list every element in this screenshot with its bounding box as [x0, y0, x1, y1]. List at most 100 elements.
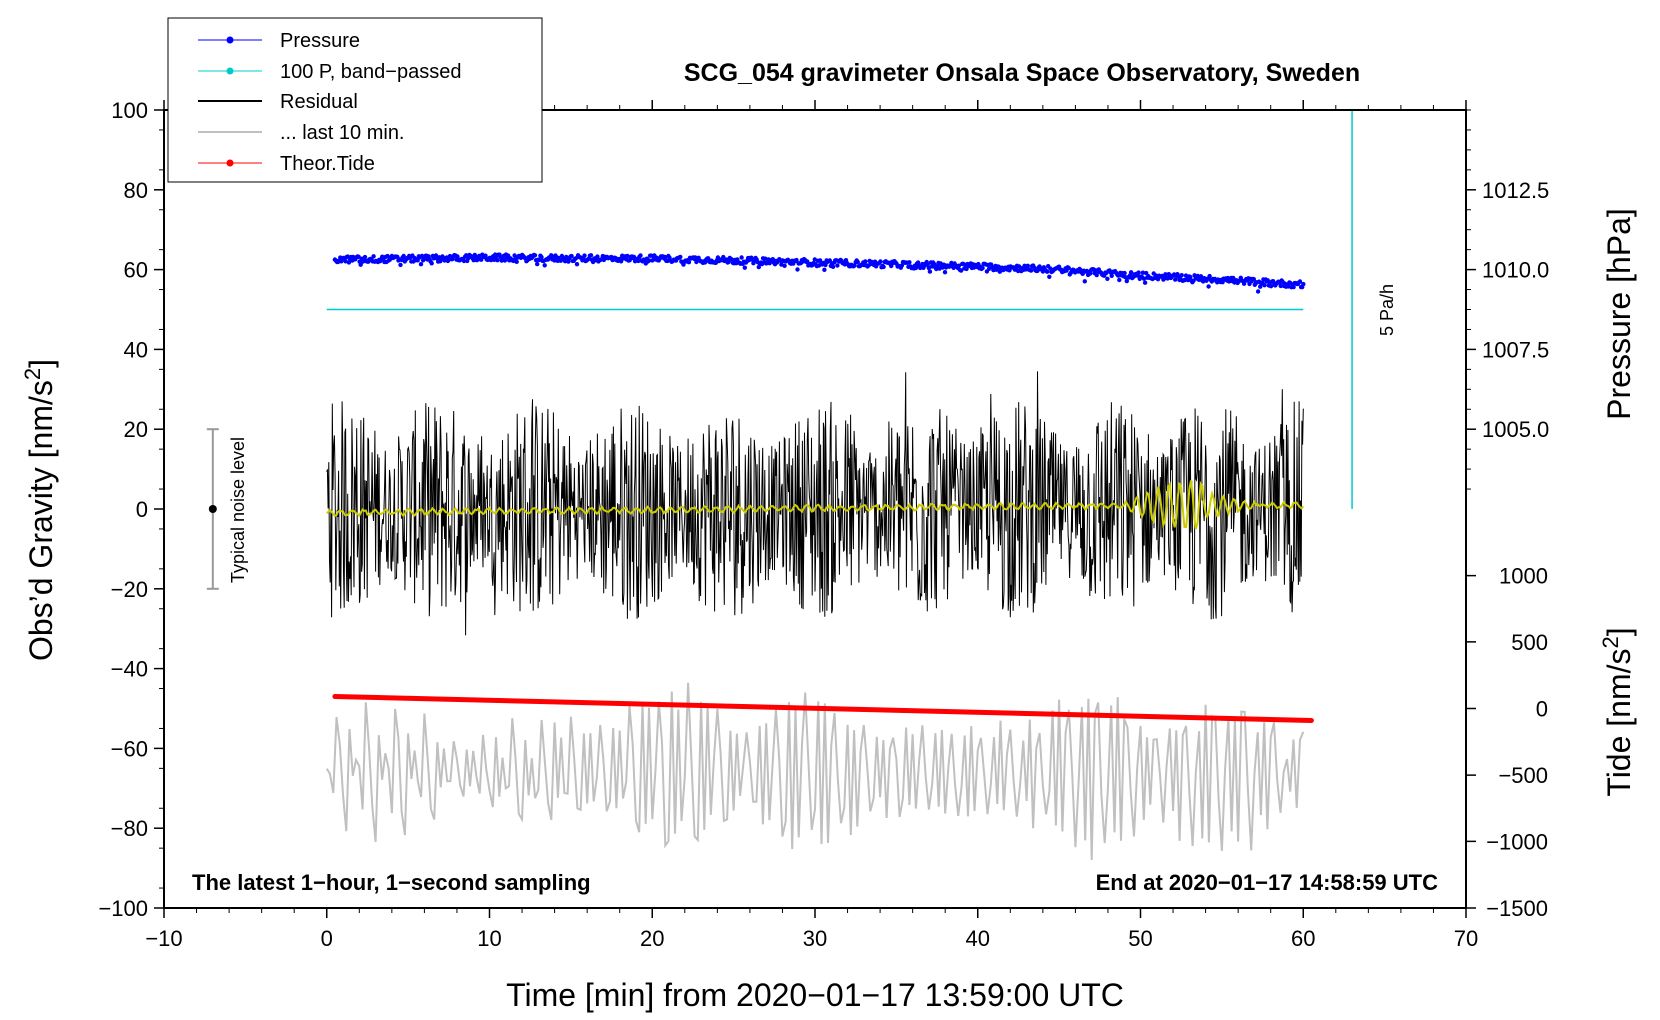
pressure-point	[1117, 277, 1122, 283]
pressure-tick-label: 1012.5	[1482, 178, 1549, 203]
legend-entry-last-10-min: ... last 10 min.	[198, 122, 405, 144]
pressure-point	[1047, 274, 1052, 279]
pressure-point	[1066, 265, 1071, 271]
y-tick-label: −60	[111, 736, 148, 761]
y-tick-label: 80	[124, 178, 148, 203]
pressure-point	[552, 258, 557, 263]
pressure-point	[863, 259, 868, 264]
svg-text:Residual: Residual	[280, 91, 358, 113]
pressure-point	[627, 258, 632, 263]
pressure-point	[588, 253, 594, 258]
pressure-point	[343, 259, 348, 264]
tide-tick-label: −1500	[1486, 896, 1548, 921]
pressure-point	[495, 258, 500, 263]
tide-tick-label: 500	[1511, 630, 1548, 655]
pressure-point	[418, 262, 424, 267]
pressure-point	[927, 269, 933, 274]
pressure-point	[881, 264, 886, 270]
y-tick-label: −80	[111, 816, 148, 841]
y-tick-label: −40	[111, 657, 148, 682]
pressure-point	[1109, 273, 1114, 278]
pressure-point	[636, 258, 641, 264]
pressure-point	[823, 262, 828, 268]
pressure-point	[512, 253, 517, 258]
pressure-point	[461, 258, 467, 264]
pressure-point	[1185, 277, 1191, 283]
pressure-point	[398, 262, 403, 268]
pressure-point	[569, 253, 574, 259]
pressure-point	[1094, 272, 1099, 278]
pressure-point	[1122, 270, 1127, 276]
pressure-point	[665, 258, 670, 264]
y-tick-label: 40	[124, 337, 148, 362]
pressure-point	[595, 254, 600, 259]
noise-level-label: Typical noise level	[228, 437, 248, 583]
y-tick-label: −100	[98, 896, 148, 921]
pressure-point	[729, 257, 735, 262]
data-layer	[206, 110, 1353, 861]
pressure-point	[1262, 283, 1267, 288]
pressure-point	[401, 253, 406, 259]
pressure-point	[958, 268, 964, 273]
pressure-point	[646, 258, 652, 263]
pressure-point	[1255, 289, 1261, 294]
x-tick-label: 20	[640, 926, 664, 951]
pressure-point	[1270, 279, 1276, 284]
pressure-point	[1291, 284, 1296, 290]
x-tick-label: 0	[321, 926, 333, 951]
pressure-point	[1297, 279, 1303, 284]
pressure-point	[1144, 270, 1149, 276]
pressure-point	[742, 265, 747, 270]
pressure-tick-label: 1010.0	[1482, 258, 1549, 283]
pressure-point	[794, 257, 799, 263]
pressure-point	[827, 258, 832, 263]
pressure-point	[1173, 277, 1178, 282]
pressure-point	[1188, 274, 1193, 280]
pressure-point	[455, 254, 460, 259]
pressure-point	[822, 267, 827, 272]
pressure-point	[502, 258, 508, 263]
pressure-point	[358, 262, 363, 267]
pressure-point	[1207, 273, 1212, 279]
pressure-point	[782, 263, 787, 268]
svg-text:Theor.Tide: Theor.Tide	[280, 153, 375, 175]
pressure-point	[1278, 283, 1283, 289]
pressure-point	[1301, 281, 1306, 287]
annotation-latest-hour: The latest 1−hour, 1−second sampling	[192, 870, 591, 895]
tide-tick-label: 1000	[1499, 564, 1548, 589]
legend-entry-pressure: Pressure	[198, 30, 360, 52]
pressure-point	[1136, 270, 1141, 275]
pressure-point	[539, 254, 544, 260]
pressure-point	[356, 254, 361, 259]
series-theor-tide	[332, 694, 1314, 723]
pressure-point	[855, 259, 860, 265]
pressure-point	[678, 254, 683, 260]
pressure-point	[638, 253, 643, 258]
x-tick-label: 70	[1454, 926, 1478, 951]
tide-tick-label: 0	[1536, 697, 1548, 722]
svg-text:... last 10 min.: ... last 10 min.	[280, 122, 405, 144]
tide-tick-label: −500	[1498, 763, 1548, 788]
rate-marker-label: 5 Pa/h	[1377, 284, 1397, 336]
x-tick-label: 60	[1291, 926, 1315, 951]
pressure-point	[491, 257, 497, 262]
legend-entry-residual: Residual	[198, 91, 358, 113]
x-tick-label: 30	[803, 926, 827, 951]
svg-text:100 P, band−passed: 100 P, band−passed	[280, 61, 461, 83]
pressure-point	[1045, 269, 1050, 274]
pressure-point	[1088, 271, 1093, 276]
pressure-point	[1251, 277, 1257, 282]
pressure-point	[514, 259, 519, 264]
pressure-point	[371, 254, 376, 259]
pressure-point	[429, 261, 434, 266]
y-tick-label: −20	[111, 577, 148, 602]
pressure-point	[1082, 279, 1088, 284]
pressure-point	[878, 259, 883, 264]
legend-entry-theor-tide: Theor.Tide	[198, 153, 375, 175]
y-tick-label: 20	[124, 417, 148, 442]
pressure-point	[535, 261, 540, 267]
legend-entry-band-passed: 100 P, band−passed	[198, 61, 461, 83]
pressure-point	[1128, 270, 1134, 275]
pressure-point	[1140, 270, 1146, 275]
